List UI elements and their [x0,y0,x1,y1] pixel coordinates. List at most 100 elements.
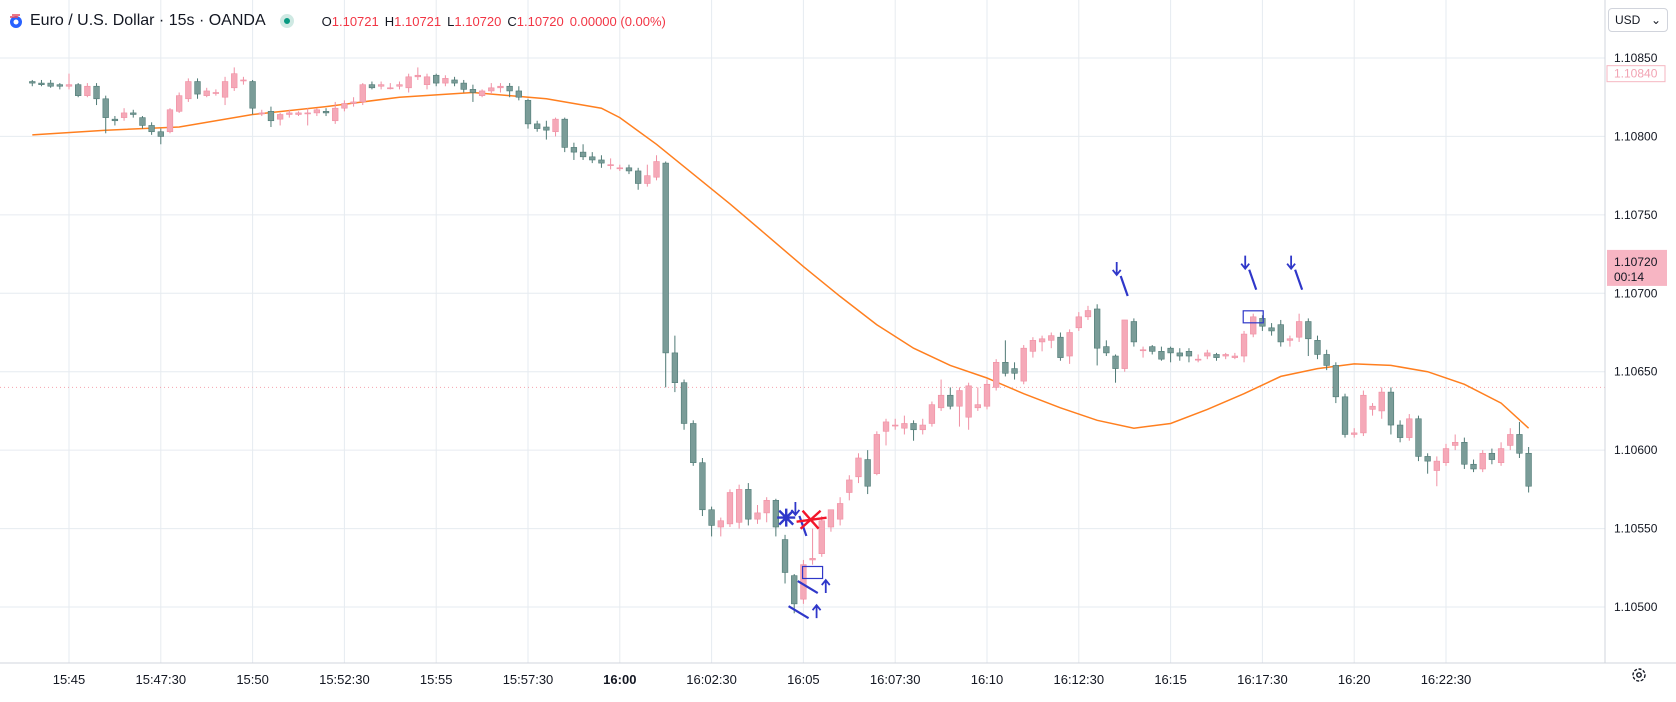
candle-up[interactable] [332,101,339,124]
candle-up[interactable] [993,359,1000,391]
candle-down[interactable] [690,420,697,466]
candle-up[interactable] [653,155,660,181]
candle-down[interactable] [102,95,109,134]
candle-down[interactable] [148,122,155,135]
candle-down[interactable] [29,79,36,87]
candle-up[interactable] [1029,337,1037,358]
candle-up[interactable] [1084,305,1092,320]
candle-up[interactable] [754,505,761,524]
candle-down[interactable] [589,152,596,164]
candle-down[interactable] [194,78,201,99]
candle-up[interactable] [1038,335,1046,352]
candle-down[interactable] [469,84,477,102]
candle-down[interactable] [543,120,550,140]
candle-up[interactable] [735,484,743,529]
candle-down[interactable] [662,161,669,388]
candle-up[interactable] [1452,434,1459,451]
candle-up[interactable] [1121,319,1128,372]
candle-down[interactable] [1332,362,1339,404]
candle-down[interactable] [139,116,146,129]
candle-up[interactable] [478,89,486,98]
candle-down[interactable] [864,450,871,495]
candle-up[interactable] [166,108,174,134]
currency-select[interactable]: USD ⌄ [1608,8,1668,32]
candle-up[interactable] [983,379,991,410]
candle-down[interactable] [1149,345,1156,355]
candle-up[interactable] [855,453,862,484]
candle-up[interactable] [965,382,972,430]
candle-down[interactable] [1094,304,1101,366]
candle-down[interactable] [38,79,45,87]
candle-up[interactable] [65,73,73,90]
candle-up[interactable] [1442,443,1450,466]
candle-up[interactable] [1048,332,1055,349]
candle-down[interactable] [515,86,522,101]
candle-up[interactable] [1360,390,1367,437]
candle-up[interactable] [84,83,91,98]
candle-down[interactable] [368,81,376,90]
candle-up[interactable] [919,418,926,435]
candle-up[interactable] [1406,414,1413,441]
candle-down[interactable] [680,379,688,430]
candle-down[interactable] [1213,352,1220,361]
candle-up[interactable] [1240,330,1248,363]
candle-up[interactable] [956,387,963,427]
candle-up[interactable] [1020,345,1027,385]
candle-up[interactable] [286,109,293,118]
candle-up[interactable] [616,164,623,171]
candle-down[interactable] [1525,447,1532,493]
candle-down[interactable] [1112,354,1119,383]
candle-down[interactable] [130,109,137,118]
candle-up[interactable] [387,83,394,90]
candle-up[interactable] [1507,428,1514,451]
candle-up[interactable] [203,87,210,98]
candle-down[interactable] [635,167,642,190]
gear-icon[interactable] [1630,666,1648,684]
candle-down[interactable] [1185,348,1193,363]
candle-up[interactable] [882,418,890,446]
candle-up[interactable] [1286,335,1294,347]
candle-up[interactable] [846,475,853,501]
candle-down[interactable] [460,79,467,93]
candle-down[interactable] [1176,348,1183,361]
candle-down[interactable] [433,73,440,87]
candle-down[interactable] [745,483,752,526]
candle-up[interactable] [1295,313,1303,342]
candle-down[interactable] [47,79,54,88]
candle-up[interactable] [120,108,128,121]
candle-up[interactable] [818,516,825,557]
candle-down[interactable] [1011,362,1018,380]
candle-up[interactable] [1433,456,1440,487]
candle-up[interactable] [1075,312,1082,331]
candle-up[interactable] [396,81,403,90]
candle-down[interactable] [1130,318,1138,347]
candle-up[interactable] [763,497,770,523]
candle-down[interactable] [249,79,256,115]
candle-up[interactable] [937,379,945,411]
candle-up[interactable] [442,75,449,87]
candle-up[interactable] [1204,349,1211,360]
candle-down[interactable] [1103,340,1110,357]
candle-down[interactable] [1396,420,1404,443]
candle-up[interactable] [928,401,936,427]
candle-down[interactable] [1461,437,1468,469]
candle-up[interactable] [350,97,357,107]
candle-down[interactable] [598,155,605,168]
candle-up[interactable] [1479,450,1486,473]
candle-up[interactable] [552,117,559,137]
candle-down[interactable] [1268,323,1275,336]
candle-down[interactable] [708,506,715,537]
candle-up[interactable] [497,83,504,93]
candle-down[interactable] [1341,393,1349,438]
candle-up[interactable] [240,76,247,85]
candle-up[interactable] [901,415,908,435]
candle-up[interactable] [488,83,495,95]
candle-down[interactable] [1002,340,1009,377]
candle-up[interactable] [974,387,981,411]
candle-up[interactable] [231,67,238,91]
candle-up[interactable] [1222,352,1229,360]
candle-up[interactable] [1194,354,1202,363]
candle-down[interactable] [506,83,513,98]
candle-up[interactable] [276,112,284,126]
